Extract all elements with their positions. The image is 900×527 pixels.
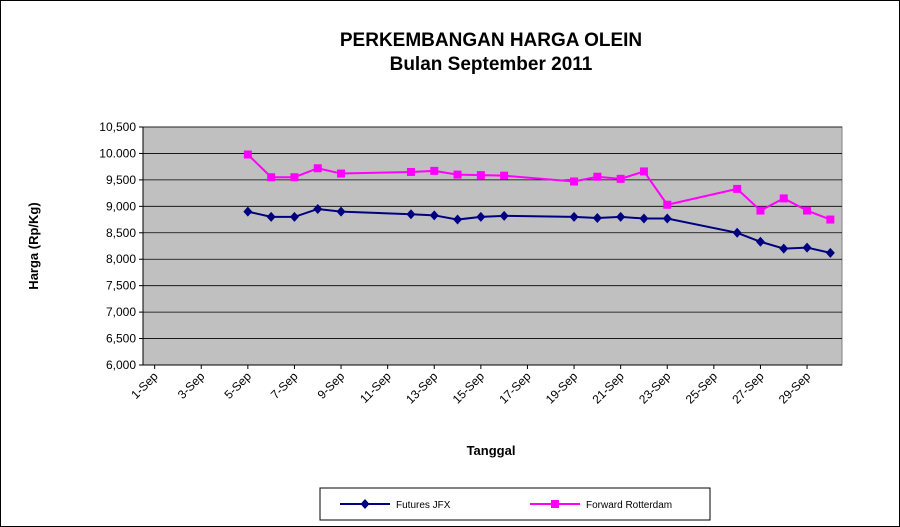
- data-point: [266, 211, 276, 222]
- data-point: [593, 172, 602, 181]
- data-point: [662, 213, 672, 224]
- data-point: [616, 174, 625, 183]
- data-point: [313, 164, 322, 173]
- legend-label: Forward Rotterdam: [586, 500, 672, 511]
- data-point: [616, 211, 626, 222]
- data-point: [592, 212, 602, 223]
- x-axis-label: Tanggal: [467, 443, 516, 458]
- data-point: [336, 206, 346, 217]
- data-point: [755, 236, 765, 247]
- y-tick-label: 6,000: [106, 358, 136, 372]
- data-point: [289, 211, 299, 222]
- data-point: [639, 213, 649, 224]
- data-point: [243, 150, 252, 159]
- y-tick-label: 9,000: [106, 199, 136, 213]
- plot-area: [142, 126, 843, 366]
- data-point: [499, 210, 509, 221]
- legend-label: Futures JFX: [396, 500, 451, 511]
- data-point: [779, 243, 789, 254]
- data-point: [429, 210, 439, 221]
- y-tick-label: 10.000: [99, 146, 136, 160]
- data-point: [267, 173, 276, 182]
- data-point: [803, 206, 812, 215]
- y-axis-label: Harga (Rp/Kg): [26, 202, 41, 289]
- chart-title: PERKEMBANGAN HARGA OLEIN: [340, 30, 642, 51]
- data-point: [733, 184, 742, 193]
- y-tick-label: 7,500: [106, 279, 136, 293]
- data-point: [569, 211, 579, 222]
- data-point: [290, 173, 299, 182]
- chart-subtitle: Bulan September 2011: [390, 54, 593, 75]
- y-tick-label: 7,000: [106, 305, 136, 319]
- data-point: [732, 227, 742, 238]
- legend-marker: [551, 500, 559, 508]
- data-point: [476, 211, 486, 222]
- y-tick-label: 9,500: [106, 173, 136, 187]
- data-point: [430, 166, 439, 175]
- data-point: [756, 206, 765, 215]
- y-tick-label: 10,500: [99, 120, 136, 134]
- data-point: [476, 171, 485, 180]
- data-point: [825, 247, 835, 258]
- data-point: [570, 177, 579, 186]
- data-point: [826, 215, 835, 224]
- data-point: [406, 209, 416, 220]
- data-point: [779, 194, 788, 203]
- y-tick-label: 8,000: [106, 252, 136, 266]
- legend-marker: [360, 499, 370, 509]
- y-tick-label: 8,500: [106, 226, 136, 240]
- data-point: [500, 171, 509, 180]
- data-point: [406, 167, 415, 176]
- y-tick-label: 6,500: [106, 332, 136, 346]
- data-point: [313, 203, 323, 214]
- data-point: [453, 170, 462, 179]
- data-point: [663, 200, 672, 209]
- data-point: [337, 169, 346, 178]
- data-point: [453, 214, 463, 225]
- data-point: [243, 206, 253, 217]
- data-point: [802, 242, 812, 253]
- data-point: [639, 167, 648, 176]
